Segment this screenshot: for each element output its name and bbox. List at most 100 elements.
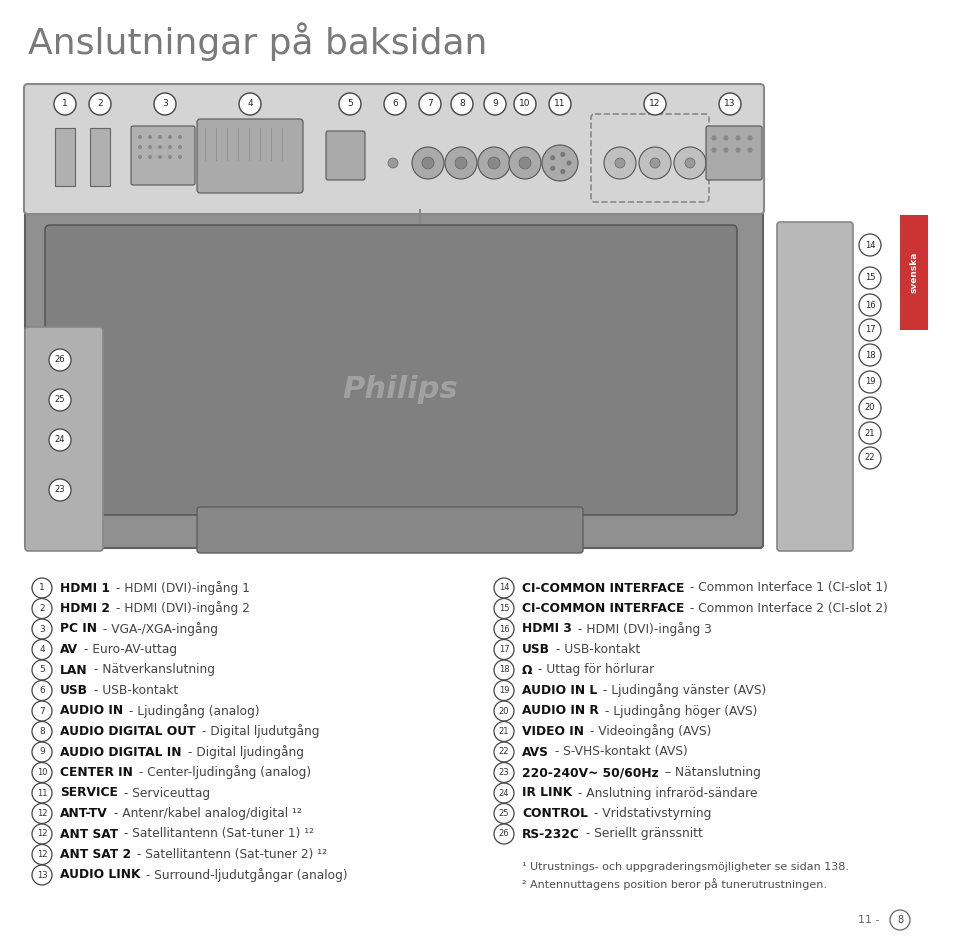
Text: 11 -: 11 - <box>858 915 880 925</box>
Circle shape <box>422 157 434 169</box>
Circle shape <box>49 389 71 411</box>
Text: 220-240V~ 50/60Hz: 220-240V~ 50/60Hz <box>522 766 659 779</box>
Circle shape <box>49 349 71 371</box>
Circle shape <box>566 160 571 165</box>
Text: 24: 24 <box>55 435 65 445</box>
Circle shape <box>674 147 706 179</box>
Text: 19: 19 <box>865 377 876 386</box>
Circle shape <box>339 93 361 115</box>
Text: - Ljudingång vänster (AVS): - Ljudingång vänster (AVS) <box>599 684 766 698</box>
Circle shape <box>138 135 142 139</box>
FancyBboxPatch shape <box>25 212 763 548</box>
Circle shape <box>451 93 473 115</box>
Circle shape <box>711 147 716 153</box>
Text: 14: 14 <box>865 240 876 250</box>
Text: – Nätanslutning: – Nätanslutning <box>660 766 760 779</box>
Text: 22: 22 <box>499 748 509 757</box>
Text: HDMI 2: HDMI 2 <box>60 602 110 615</box>
FancyBboxPatch shape <box>197 119 303 193</box>
Circle shape <box>178 155 182 159</box>
Text: 19: 19 <box>499 686 509 695</box>
Text: 23: 23 <box>55 486 65 494</box>
Text: AUDIO LINK: AUDIO LINK <box>60 869 140 882</box>
Text: AUDIO DIGITAL OUT: AUDIO DIGITAL OUT <box>60 725 196 738</box>
Text: - Center-ljudingång (analog): - Center-ljudingång (analog) <box>134 765 311 779</box>
Text: 1: 1 <box>62 99 68 109</box>
Text: 25: 25 <box>499 809 509 818</box>
Circle shape <box>735 147 740 153</box>
Text: 12: 12 <box>36 850 47 859</box>
Circle shape <box>148 145 152 149</box>
Circle shape <box>550 166 555 171</box>
Text: - Antenr/kabel analog/digital ¹²: - Antenr/kabel analog/digital ¹² <box>109 807 301 820</box>
Text: 13: 13 <box>724 99 735 109</box>
Text: 21: 21 <box>865 429 876 437</box>
FancyBboxPatch shape <box>131 126 195 185</box>
Circle shape <box>49 429 71 451</box>
Text: - HDMI (DVI)-ingång 3: - HDMI (DVI)-ingång 3 <box>574 622 711 636</box>
Circle shape <box>561 169 565 174</box>
Text: AUDIO IN: AUDIO IN <box>60 704 123 718</box>
Text: 17: 17 <box>865 325 876 335</box>
Circle shape <box>138 155 142 159</box>
Text: Ω: Ω <box>522 663 533 676</box>
Text: Anslutningar på baksidan: Anslutningar på baksidan <box>28 23 488 61</box>
Text: - Common Interface 2 (CI-slot 2): - Common Interface 2 (CI-slot 2) <box>686 602 888 615</box>
Text: 8: 8 <box>459 99 465 109</box>
Circle shape <box>384 93 406 115</box>
Circle shape <box>168 145 172 149</box>
Text: 5: 5 <box>348 99 353 109</box>
Text: 20: 20 <box>499 706 509 716</box>
Text: - USB-kontakt: - USB-kontakt <box>552 643 640 656</box>
Text: 18: 18 <box>865 351 876 359</box>
Text: svenska: svenska <box>909 251 919 293</box>
Text: 3: 3 <box>162 99 168 109</box>
Text: 26: 26 <box>55 356 65 365</box>
Circle shape <box>419 93 441 115</box>
Text: - USB-kontakt: - USB-kontakt <box>90 684 179 697</box>
Circle shape <box>154 93 176 115</box>
Text: 2: 2 <box>97 99 103 109</box>
Text: ANT-TV: ANT-TV <box>60 807 108 820</box>
Circle shape <box>561 152 565 157</box>
Text: 16: 16 <box>865 300 876 310</box>
Text: 25: 25 <box>55 396 65 404</box>
Circle shape <box>859 371 881 393</box>
Text: ² Antennuttagens position beror på tunerutrustningen.: ² Antennuttagens position beror på tuner… <box>522 879 827 890</box>
Text: 6: 6 <box>392 99 397 109</box>
Text: CENTER IN: CENTER IN <box>60 766 132 779</box>
Text: CONTROL: CONTROL <box>522 807 588 820</box>
Text: - Anslutning infraröd-sändare: - Anslutning infraröd-sändare <box>574 786 757 799</box>
Text: 22: 22 <box>865 453 876 462</box>
Circle shape <box>615 158 625 168</box>
Text: IR LINK: IR LINK <box>522 786 572 799</box>
Circle shape <box>735 135 740 141</box>
Text: - HDMI (DVI)-ingång 2: - HDMI (DVI)-ingång 2 <box>112 601 250 615</box>
Circle shape <box>445 147 477 179</box>
FancyBboxPatch shape <box>706 126 762 180</box>
Text: 24: 24 <box>499 789 509 797</box>
Text: AV: AV <box>60 643 78 656</box>
Text: CI-COMMON INTERFACE: CI-COMMON INTERFACE <box>522 582 684 595</box>
Text: AUDIO DIGITAL IN: AUDIO DIGITAL IN <box>60 746 181 759</box>
Text: LAN: LAN <box>60 663 87 676</box>
Text: - HDMI (DVI)-ingång 1: - HDMI (DVI)-ingång 1 <box>112 581 250 595</box>
Text: 3: 3 <box>39 625 45 633</box>
Circle shape <box>488 157 500 169</box>
Circle shape <box>550 155 555 160</box>
Circle shape <box>711 135 716 141</box>
Text: 23: 23 <box>498 768 510 777</box>
Text: 17: 17 <box>498 645 510 654</box>
Text: 12: 12 <box>36 809 47 818</box>
Circle shape <box>455 157 467 169</box>
Circle shape <box>859 234 881 256</box>
Text: - S-VHS-kontakt (AVS): - S-VHS-kontakt (AVS) <box>551 746 687 759</box>
Text: 9: 9 <box>39 748 45 757</box>
Text: 12: 12 <box>36 829 47 839</box>
Circle shape <box>239 93 261 115</box>
Text: ANT SAT: ANT SAT <box>60 827 118 840</box>
Circle shape <box>178 145 182 149</box>
Text: 26: 26 <box>498 829 510 839</box>
Text: 1: 1 <box>39 583 45 593</box>
Circle shape <box>514 93 536 115</box>
